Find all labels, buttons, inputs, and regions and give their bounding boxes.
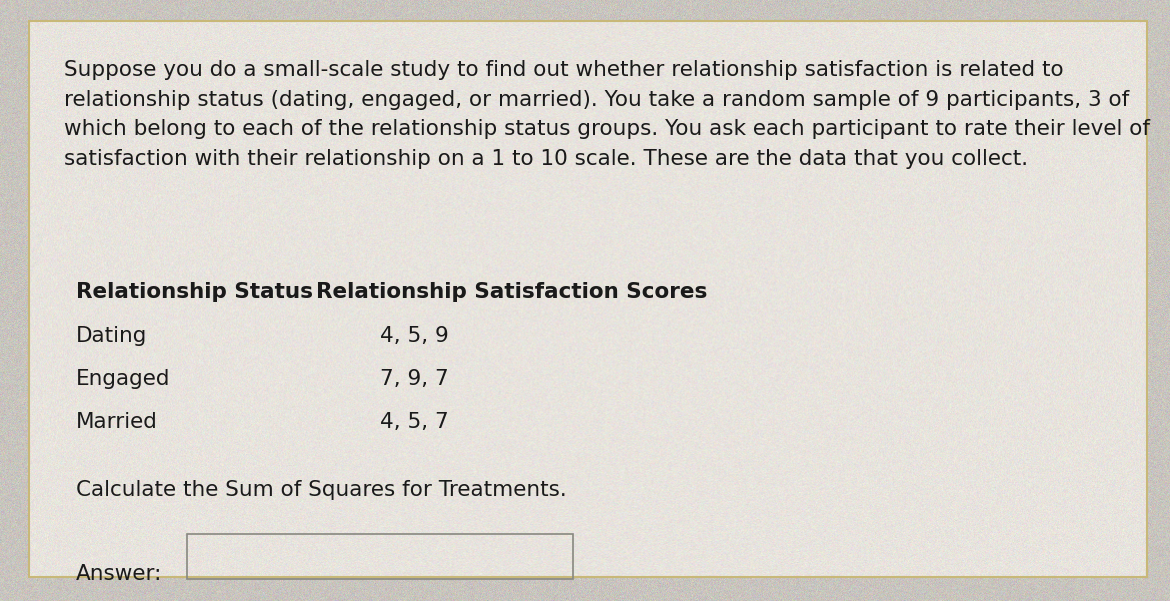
Bar [187,534,573,579]
Text: Suppose you do a small-scale study to find out whether relationship satisfaction: Suppose you do a small-scale study to fi… [64,60,1150,169]
Text: Relationship Status: Relationship Status [76,282,314,302]
Text: Married: Married [76,412,158,432]
Text: Calculate the Sum of Squares for Treatments.: Calculate the Sum of Squares for Treatme… [76,480,566,499]
Text: 7, 9, 7: 7, 9, 7 [380,369,449,389]
Text: Engaged: Engaged [76,369,171,389]
Text: 4, 5, 7: 4, 5, 7 [380,412,449,432]
Text: Relationship Satisfaction Scores: Relationship Satisfaction Scores [316,282,708,302]
Text: Answer:: Answer: [76,564,163,584]
Text: 4, 5, 9: 4, 5, 9 [380,326,449,346]
Text: Dating: Dating [76,326,147,346]
